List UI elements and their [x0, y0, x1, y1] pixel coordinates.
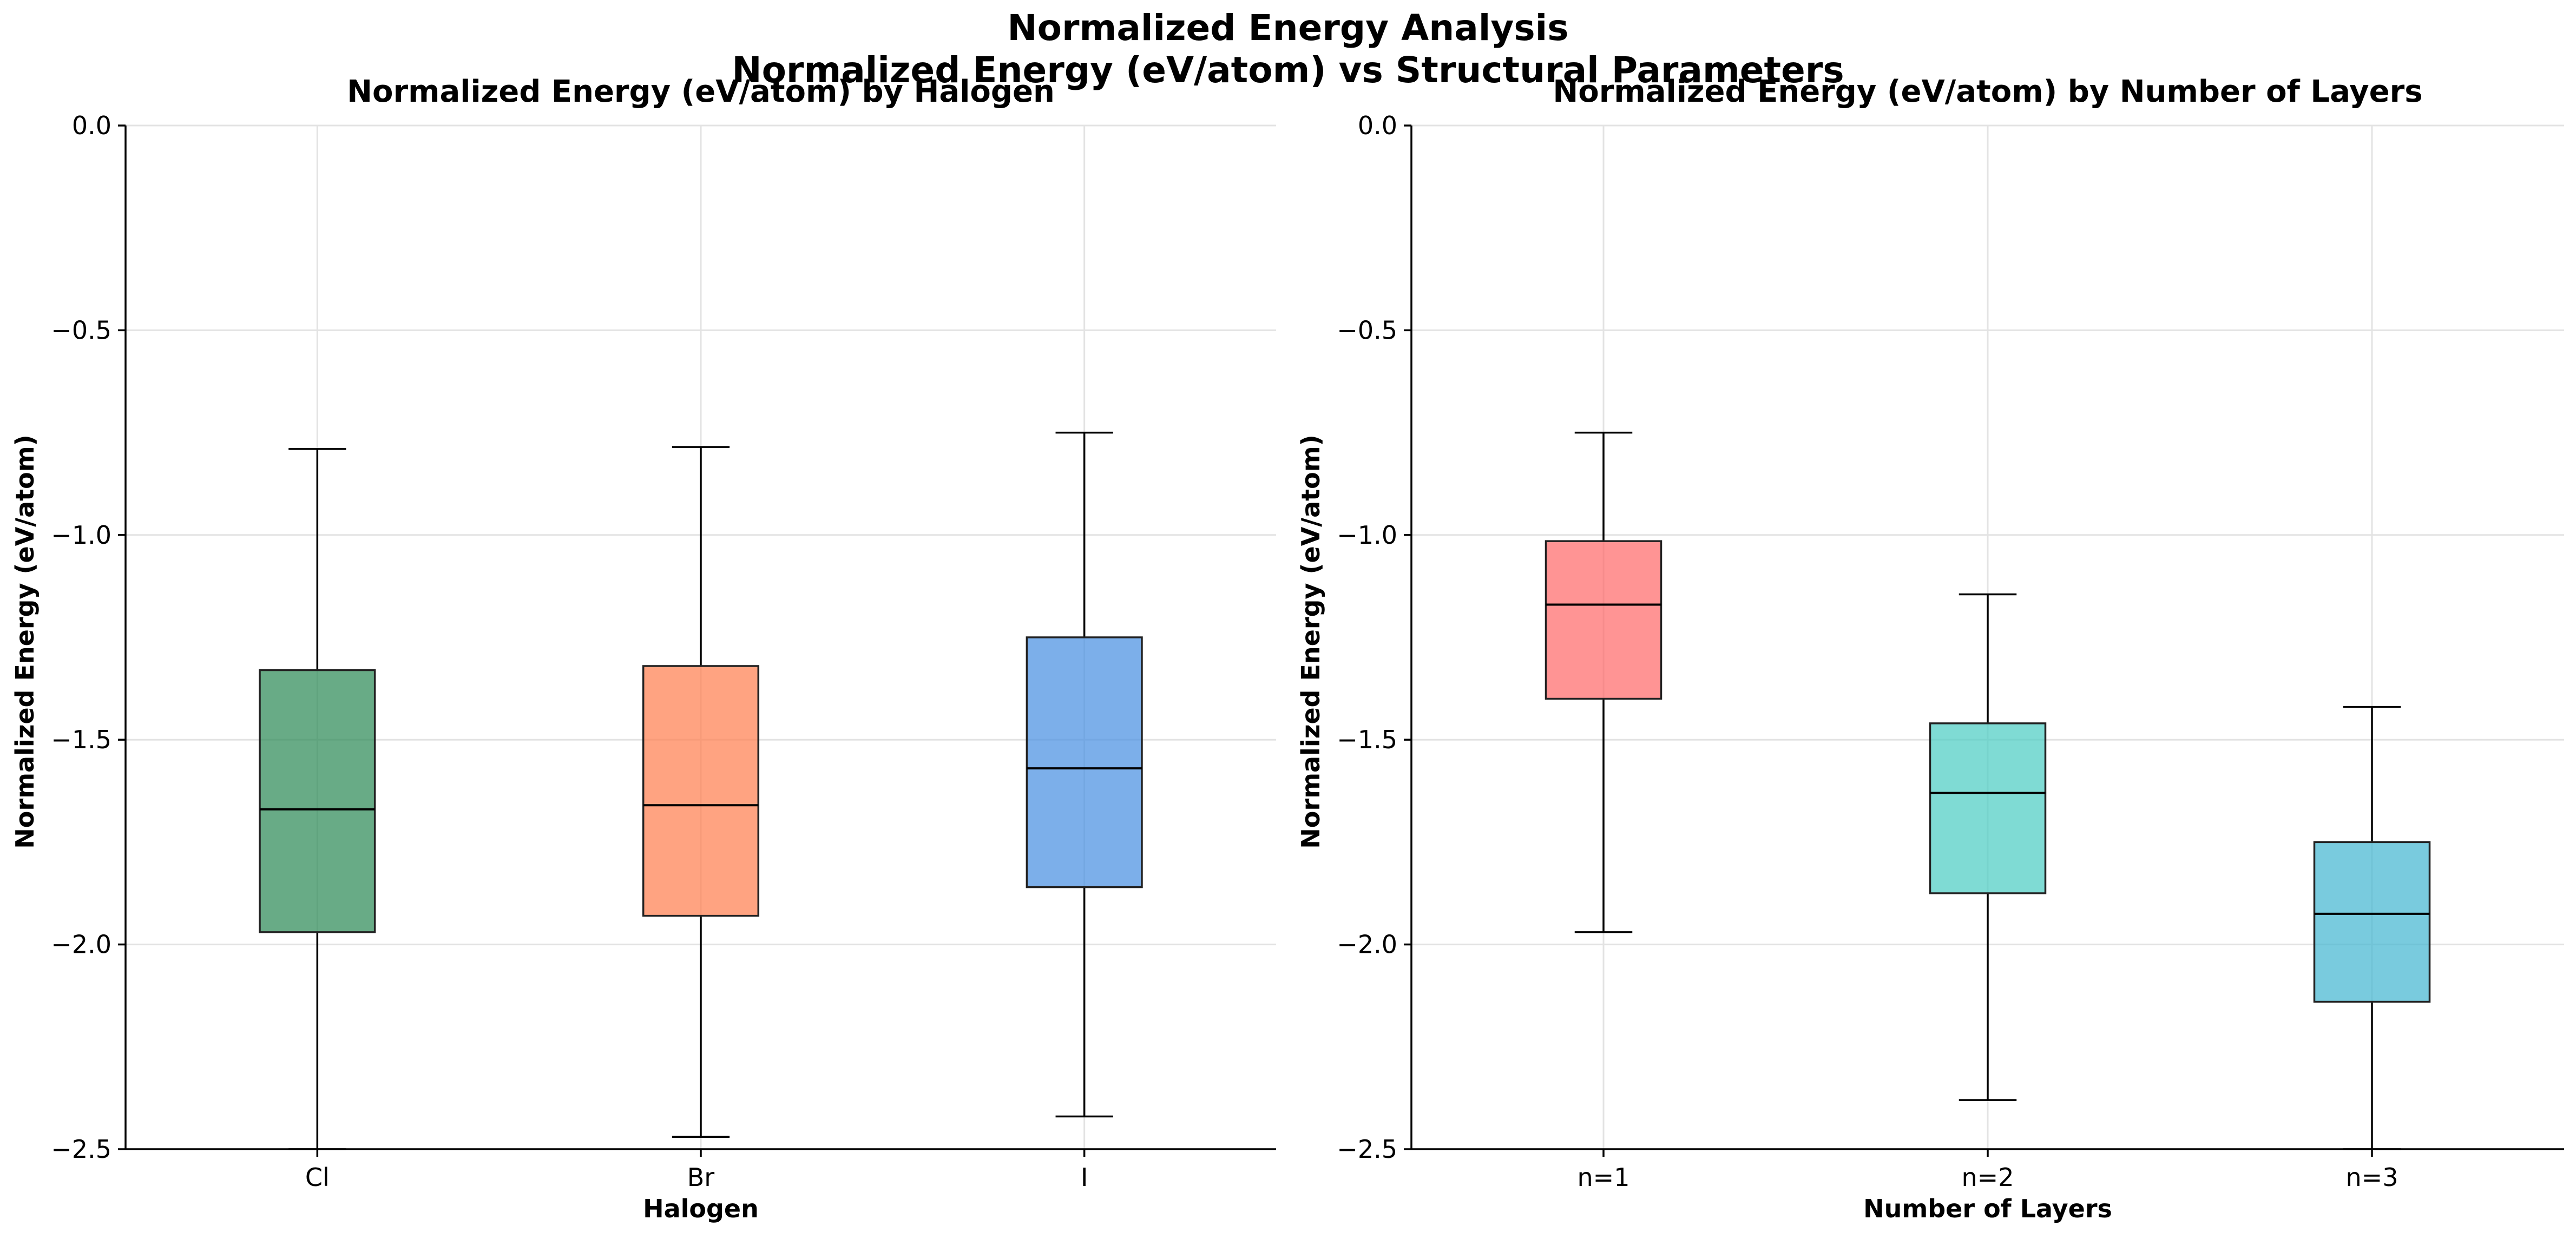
iqr-box: [1545, 540, 1662, 700]
halogen-xtick-label: I: [1081, 1163, 1088, 1192]
halogen-ytick-label: −1.0: [51, 520, 111, 550]
halogen-ytick-label: −2.5: [51, 1135, 111, 1164]
layers-ytick-label: 0.0: [1358, 111, 1397, 140]
halogen-ytick-label: −0.5: [51, 315, 111, 345]
layers-plot-title: Normalized Energy (eV/atom) by Number of…: [1553, 74, 2422, 109]
halogen-box-Cl: [259, 448, 376, 1150]
iqr-box: [2313, 841, 2431, 1003]
layers-x-axis-label: Number of Layers: [1863, 1194, 2112, 1223]
layers-ytick-label: −1.5: [1337, 725, 1397, 754]
halogen-box-Br: [642, 446, 760, 1138]
layers-xtick-label: n=3: [2346, 1163, 2398, 1192]
iqr-box: [1026, 636, 1143, 888]
figure-suptitle-line2: Normalized Energy (eV/atom) vs Structura…: [732, 49, 1844, 91]
layers-boxes: [1545, 431, 2431, 1150]
layers-box-n=3: [2313, 706, 2431, 1150]
halogen-ticks: 0.0 −0.5 −1.0 −1.5 −2.0 −2.5 Cl Br I: [51, 111, 1088, 1192]
layers-xtick-label: n=2: [1962, 1163, 2014, 1192]
layers-ytick-label: −2.0: [1337, 930, 1397, 959]
halogen-x-axis-label: Halogen: [643, 1194, 759, 1223]
figure-suptitle-line1: Normalized Energy Analysis: [1007, 7, 1568, 49]
halogen-boxplot: 0.0 −0.5 −1.0 −1.5 −2.0 −2.5 Cl Br I Normalized …: [10, 74, 1276, 1223]
layers-xtick-label: n=1: [1578, 1163, 1630, 1192]
layers-ytick-label: −1.0: [1337, 520, 1397, 550]
layers-ytick-label: −0.5: [1337, 315, 1397, 345]
layers-y-axis-label: Normalized Energy (eV/atom): [1296, 434, 1325, 848]
iqr-box: [1929, 722, 2047, 894]
halogen-ytick-label: −2.0: [51, 930, 111, 959]
iqr-box: [259, 669, 376, 933]
halogen-boxes: [259, 431, 1143, 1150]
layers-ytick-label: −2.5: [1337, 1135, 1397, 1164]
halogen-xtick-label: Br: [687, 1163, 715, 1192]
layers-box-n=2: [1929, 593, 2047, 1101]
iqr-box: [642, 665, 760, 917]
halogen-plot-title: Normalized Energy (eV/atom) by Halogen: [347, 74, 1055, 109]
halogen-ytick-label: −1.5: [51, 725, 111, 754]
layers-box-n=1: [1545, 431, 1662, 933]
layers-boxplot: 0.0 −0.5 −1.0 −1.5 −2.0 −2.5 n=1 n=2 n=3 Normali…: [1296, 74, 2564, 1223]
halogen-y-axis-label: Normalized Energy (eV/atom): [10, 434, 40, 848]
layers-ticks: 0.0 −0.5 −1.0 −1.5 −2.0 −2.5 n=1 n=2 n=3: [1337, 111, 2398, 1192]
halogen-xtick-label: Cl: [305, 1163, 330, 1192]
halogen-ytick-label: 0.0: [72, 111, 111, 140]
halogen-box-I: [1026, 431, 1143, 1118]
